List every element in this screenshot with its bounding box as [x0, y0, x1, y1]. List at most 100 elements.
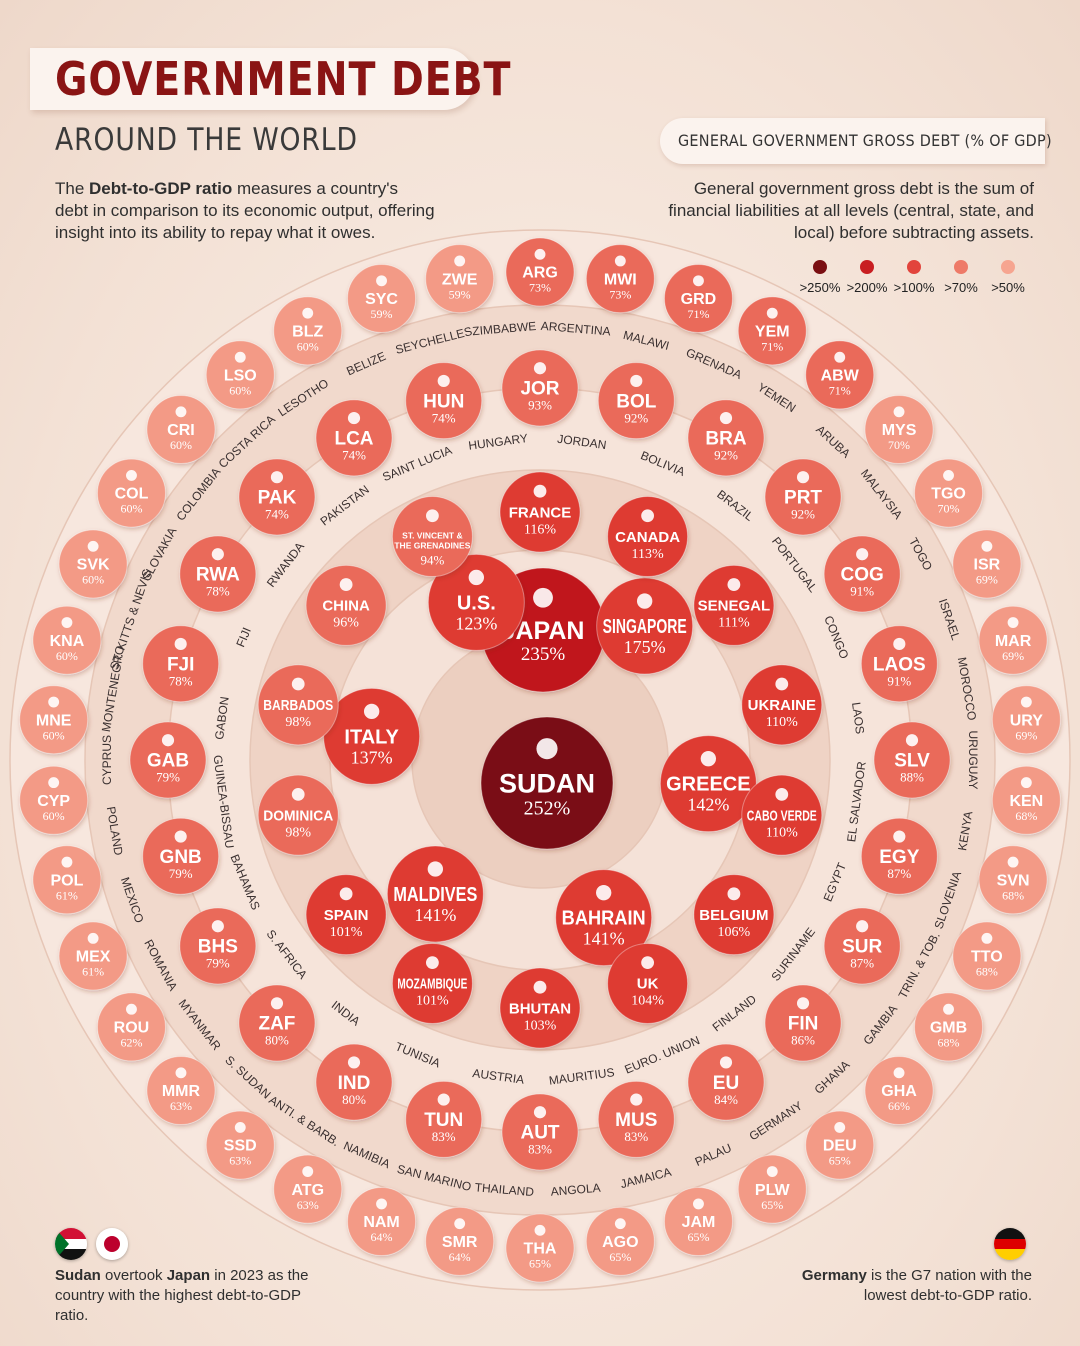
flag-icon — [630, 374, 643, 387]
bubble-value: 101% — [416, 994, 449, 1009]
flag-icon — [270, 997, 284, 1010]
bubble-code: CABO VERDE — [747, 807, 817, 824]
bubble-code: SENEGAL — [698, 598, 771, 615]
bubble-value: 92% — [714, 447, 738, 462]
legend-label: >250% — [799, 280, 841, 295]
flag-icon — [693, 275, 704, 287]
legend-title: GENERAL GOVERNMENT GROSS DEBT (% OF GDP) — [678, 131, 1052, 150]
flag-icon — [893, 830, 906, 843]
flag-icon — [766, 307, 778, 319]
country-name-label: ZIMBABWE — [472, 319, 537, 338]
bubble-code: ITALY — [344, 726, 399, 748]
flag-icon — [48, 696, 60, 708]
bubble-mark — [607, 496, 689, 578]
bubble-mark — [555, 869, 653, 967]
legend-label: >50% — [991, 280, 1025, 295]
bubble-value: 68% — [1002, 888, 1024, 902]
bubble-mark — [129, 721, 207, 799]
bubble-value: 79% — [156, 770, 180, 785]
bubble-mark — [687, 1043, 765, 1121]
bubble-code: GMB — [930, 1020, 967, 1037]
bubble-code: EGY — [879, 847, 919, 868]
bubble-code: BOL — [616, 391, 657, 412]
bubble-value: 93% — [528, 398, 552, 413]
country-name-label: ANGOLA — [550, 1181, 601, 1199]
flag-icon — [775, 677, 789, 691]
flag-icon — [596, 884, 612, 901]
bubble-code: SUDAN — [499, 768, 595, 798]
bubble-value: 94% — [420, 553, 444, 568]
bubble-value: 66% — [888, 1099, 910, 1113]
flag-icon — [943, 1003, 954, 1015]
flag-icon — [630, 1093, 643, 1106]
bubble-mark — [315, 399, 393, 477]
bubble-mark — [257, 774, 339, 856]
flag-icon — [126, 469, 137, 481]
bubble-value: 74% — [432, 410, 456, 425]
flag-icon — [981, 540, 993, 552]
bubble-value: 63% — [229, 1154, 251, 1168]
flag-icon — [347, 411, 361, 425]
flag-icon — [856, 548, 869, 561]
bubble-value: 78% — [206, 584, 230, 599]
flag-icon — [161, 734, 175, 747]
flag-icon — [536, 738, 558, 760]
bubble-value: 68% — [976, 965, 998, 979]
bubble-mark — [32, 845, 102, 915]
bubble-code: COL — [115, 486, 149, 503]
bubble-mark — [323, 687, 421, 785]
bubble-mark — [142, 817, 220, 895]
bubble-mark — [427, 553, 525, 651]
flag-icon — [174, 830, 187, 843]
flag-icon — [302, 307, 314, 319]
legend-dot — [954, 260, 968, 274]
definition-note: General government gross debt is the sum… — [668, 179, 1034, 242]
flag-icon — [454, 1218, 466, 1230]
bubble-mark — [391, 496, 473, 578]
bubble-value: 74% — [342, 447, 366, 462]
bubble-value: 91% — [850, 584, 874, 599]
flag-icon — [427, 861, 444, 877]
legend-item: >250% — [795, 256, 845, 295]
bubble-code: CHINA — [322, 598, 370, 615]
bubble-mark — [58, 529, 128, 599]
bubble-mark — [823, 535, 901, 613]
bubble-value: 80% — [265, 1033, 289, 1048]
bubble-code: MEX — [76, 949, 111, 966]
flag-icon — [727, 887, 741, 901]
flag-icon — [700, 751, 717, 767]
bubble-mark — [659, 735, 757, 833]
color-legend: >250% >200% >100% >70% >50% — [795, 256, 1045, 306]
bubble-code: SINGAPORE — [603, 616, 687, 638]
country-name-label: LAOS — [849, 701, 867, 735]
bubble-code: IND — [338, 1073, 371, 1094]
foot-right-rest: is the G7 nation with the lowest debt-to… — [863, 1267, 1032, 1304]
bubble-code: MYS — [882, 422, 917, 439]
bubble-value: 59% — [371, 307, 393, 321]
intro-text: The Debt-to-GDP ratio measures a country… — [55, 178, 435, 244]
bubble-value: 87% — [850, 956, 874, 971]
